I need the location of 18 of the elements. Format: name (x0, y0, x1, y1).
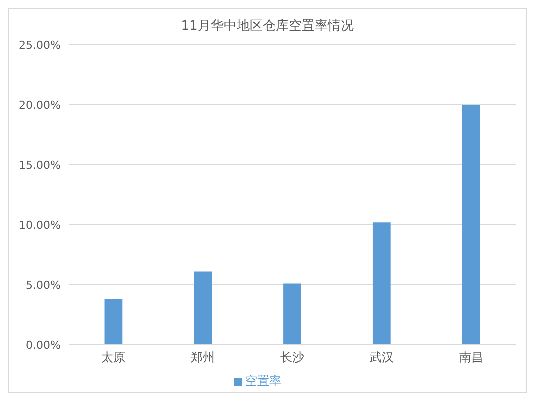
y-tick-label: 25.00% (19, 38, 61, 52)
bar (284, 284, 302, 345)
x-tick-label: 郑州 (191, 350, 216, 365)
y-tick-label: 0.00% (26, 338, 61, 352)
x-tick-label: 太原 (102, 350, 126, 365)
bar (104, 299, 123, 345)
y-tick-label: 20.00% (19, 98, 61, 112)
y-tick-label: 15.00% (19, 158, 61, 172)
x-tick-label: 长沙 (280, 350, 304, 365)
y-tick-label: 5.00% (26, 278, 61, 292)
y-tick-label: 10.00% (19, 218, 61, 232)
x-tick-label: 南昌 (459, 350, 484, 365)
bar (462, 105, 480, 345)
chart-title: 11月华中地区仓库空置率情况 (180, 18, 355, 36)
x-tick-label: 武汉 (370, 350, 394, 365)
legend-label: 空置率 (246, 374, 282, 388)
bar (194, 272, 212, 345)
bar (372, 222, 391, 345)
